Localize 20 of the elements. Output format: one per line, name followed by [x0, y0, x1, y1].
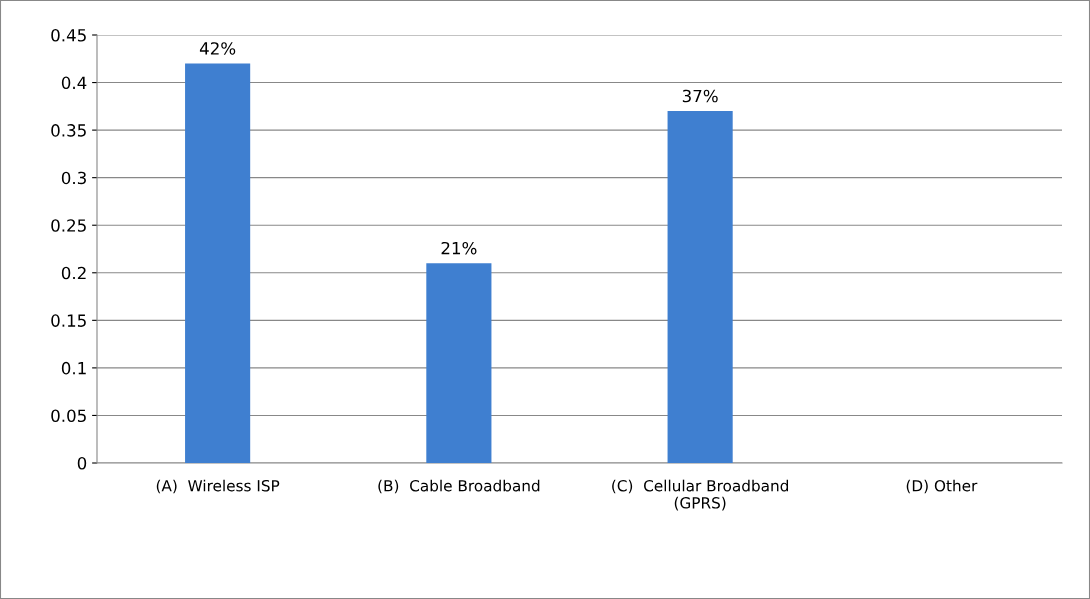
y-tick-label: 0 — [77, 456, 87, 470]
y-tick-label: 0.25 — [51, 219, 86, 232]
y-tick-label: 0.45 — [51, 28, 86, 42]
x-tick-label: (D) Other — [906, 479, 978, 494]
y-tick-label: 0.4 — [61, 76, 87, 90]
data-label: 37% — [682, 89, 718, 103]
y-tick-label: 0.05 — [51, 409, 86, 423]
y-tick-label: 0.15 — [51, 314, 86, 327]
y-tick-label: 0.35 — [51, 124, 86, 137]
data-label: 42% — [199, 42, 236, 55]
x-tick-label: (B) Cable Broadband — [378, 479, 540, 494]
x-tick-label: (A) Wireless ISP — [156, 479, 280, 494]
bar — [426, 263, 492, 463]
data-label: 21% — [441, 241, 477, 255]
y-tick-label: 0.1 — [61, 361, 86, 375]
y-tick-label: 0.2 — [61, 266, 86, 280]
bar — [185, 63, 251, 463]
bar — [667, 111, 733, 463]
x-tick-label: (C) Cellular Broadband (GPRS) — [612, 479, 789, 511]
y-tick-label: 0.3 — [61, 171, 86, 185]
